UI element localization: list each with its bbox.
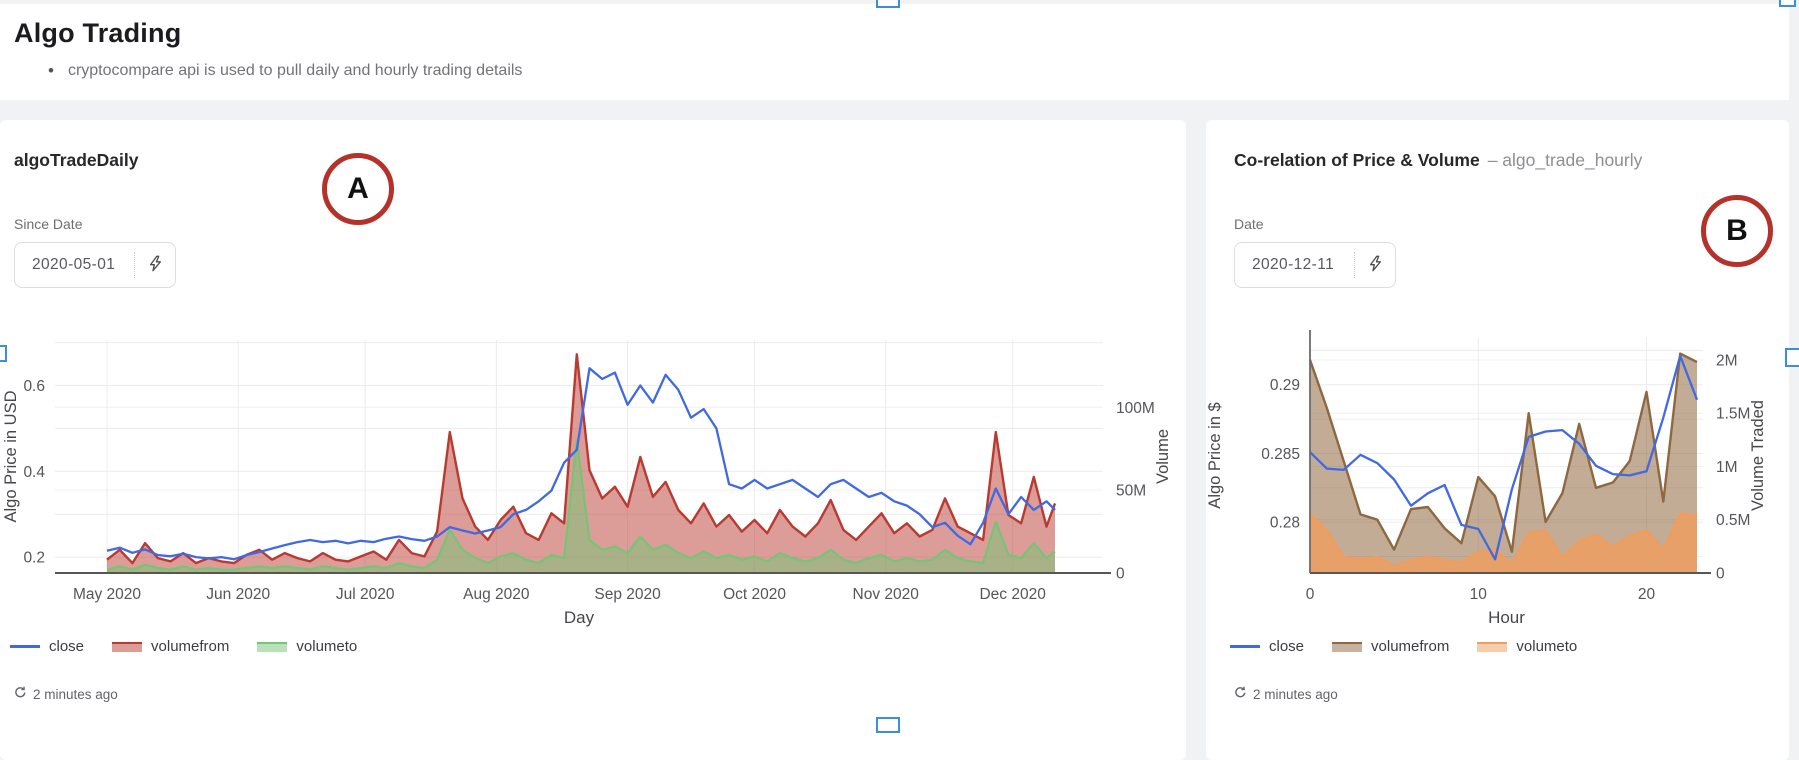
- svg-text:Hour: Hour: [1488, 608, 1525, 627]
- close-swatch: [10, 645, 40, 648]
- volumefrom-swatch: [112, 641, 143, 652]
- volumeto-swatch: [257, 641, 288, 652]
- annotation-letter-a: A: [347, 172, 369, 205]
- annotation-circle-a: A: [322, 153, 394, 225]
- svg-text:May 2020: May 2020: [73, 586, 141, 603]
- card-title-text: Co-relation of Price & Volume: [1234, 150, 1480, 170]
- hourly-trade-chart: 0.28 0.285 0.29 0 0.5M 1M 1.5M 2M 0 10 20 Hour Algo …: [1206, 330, 1767, 627]
- date-input[interactable]: 2020-12-11: [1234, 242, 1396, 288]
- card-subtitle-text: – algo_trade_hourly: [1487, 150, 1643, 170]
- since-date-value: 2020-05-01: [32, 256, 116, 273]
- daily-refresh-status: 2 minutes ago: [14, 686, 118, 702]
- svg-text:20: 20: [1638, 586, 1656, 603]
- daily-chart-legend: close volumefrom volumeto: [10, 638, 385, 655]
- legend-label: close: [49, 638, 85, 655]
- date-value: 2020-12-11: [1252, 256, 1335, 273]
- volumefrom-swatch: [1332, 641, 1363, 652]
- svg-text:0.28: 0.28: [1270, 515, 1300, 532]
- legend-label: volumefrom: [1371, 638, 1450, 655]
- svg-text:Algo Price in $: Algo Price in $: [1206, 402, 1224, 508]
- svg-text:Day: Day: [564, 608, 595, 627]
- svg-text:Jul 2020: Jul 2020: [336, 586, 395, 603]
- run-param-button[interactable]: [1355, 243, 1395, 287]
- hourly-chart-legend: close volumefrom volumeto: [1230, 638, 1605, 655]
- svg-text:Jun 2020: Jun 2020: [206, 586, 270, 603]
- svg-text:Oct 2020: Oct 2020: [723, 586, 786, 603]
- svg-text:0.4: 0.4: [23, 464, 45, 481]
- svg-text:0: 0: [1716, 566, 1725, 583]
- svg-text:Nov 2020: Nov 2020: [853, 586, 920, 603]
- svg-text:Sep 2020: Sep 2020: [594, 586, 661, 603]
- svg-text:10: 10: [1470, 586, 1488, 603]
- refresh-status-text: 2 minutes ago: [33, 686, 118, 702]
- annotation-letter-b: B: [1726, 214, 1748, 247]
- resize-handle-top[interactable]: [876, 0, 900, 8]
- svg-text:2M: 2M: [1716, 352, 1738, 369]
- since-date-input[interactable]: 2020-05-01: [14, 242, 176, 288]
- svg-text:50M: 50M: [1116, 483, 1146, 500]
- svg-text:1M: 1M: [1716, 459, 1738, 476]
- lightning-icon: [1367, 255, 1384, 275]
- input-divider: [1354, 252, 1355, 278]
- header-bullet-item: • cryptocompare api is used to pull dail…: [48, 61, 522, 81]
- svg-text:0.6: 0.6: [23, 378, 45, 395]
- svg-text:0.29: 0.29: [1270, 377, 1300, 394]
- date-label: Date: [1234, 216, 1264, 232]
- daily-trade-chart: 0.2 0.4 0.6 0 50M 100M May 2020 Jun 2020 Jul 202…: [2, 340, 1172, 627]
- header-bullet-text: cryptocompare api is used to pull daily …: [67, 62, 523, 79]
- since-date-label: Since Date: [14, 216, 83, 232]
- svg-text:0.5M: 0.5M: [1716, 512, 1750, 529]
- bullet-icon: •: [48, 61, 54, 80]
- resize-handle-left[interactable]: [0, 345, 7, 362]
- legend-item-volumefrom[interactable]: volumefrom: [1332, 638, 1449, 655]
- card-hourly-trade: Co-relation of Price & Volume – algo_trad…: [1206, 120, 1789, 760]
- close-swatch: [1230, 645, 1260, 648]
- legend-label: close: [1269, 638, 1305, 655]
- legend-label: volumeto: [1516, 638, 1578, 655]
- legend-item-volumefrom[interactable]: volumefrom: [112, 638, 229, 655]
- resize-handle-top-right[interactable]: [1779, 0, 1796, 7]
- svg-text:Volume Traded: Volume Traded: [1749, 400, 1767, 511]
- svg-text:Aug 2020: Aug 2020: [463, 586, 530, 603]
- card-title-text: algoTradeDaily: [14, 150, 139, 170]
- annotation-circle-b: B: [1701, 195, 1773, 267]
- svg-text:Volume: Volume: [1154, 429, 1172, 484]
- svg-text:Algo Price in USD: Algo Price in USD: [2, 390, 20, 522]
- refresh-icon: [1234, 686, 1253, 702]
- page-title: Algo Trading: [14, 18, 182, 48]
- card-title-daily: algoTradeDaily: [14, 150, 139, 171]
- input-divider: [134, 252, 135, 278]
- svg-text:0: 0: [1306, 586, 1315, 603]
- svg-text:100M: 100M: [1116, 400, 1155, 417]
- card-title-hourly: Co-relation of Price & Volume – algo_trad…: [1234, 150, 1642, 171]
- volumeto-swatch: [1477, 641, 1508, 652]
- legend-item-volumeto[interactable]: volumeto: [1477, 638, 1577, 655]
- run-param-button[interactable]: [135, 243, 175, 287]
- legend-item-close[interactable]: close: [1230, 638, 1304, 655]
- lightning-icon: [147, 255, 164, 275]
- card-daily-trade: algoTradeDaily A Since Date 2020-05-01 0…: [0, 120, 1186, 760]
- svg-text:0.2: 0.2: [23, 550, 45, 567]
- svg-text:1.5M: 1.5M: [1716, 406, 1750, 423]
- hourly-refresh-status: 2 minutes ago: [1234, 686, 1338, 702]
- refresh-icon: [14, 686, 33, 702]
- resize-handle-bottom[interactable]: [876, 717, 900, 733]
- svg-text:0: 0: [1116, 566, 1125, 583]
- legend-item-volumeto[interactable]: volumeto: [257, 638, 357, 655]
- legend-label: volumeto: [296, 638, 358, 655]
- svg-text:Dec 2020: Dec 2020: [979, 586, 1046, 603]
- legend-item-close[interactable]: close: [10, 638, 84, 655]
- resize-handle-right[interactable]: [1785, 348, 1799, 367]
- page-header: Algo Trading • cryptocompare api is used…: [0, 4, 1789, 100]
- refresh-status-text: 2 minutes ago: [1253, 686, 1338, 702]
- legend-label: volumefrom: [151, 638, 230, 655]
- svg-text:0.285: 0.285: [1261, 446, 1300, 463]
